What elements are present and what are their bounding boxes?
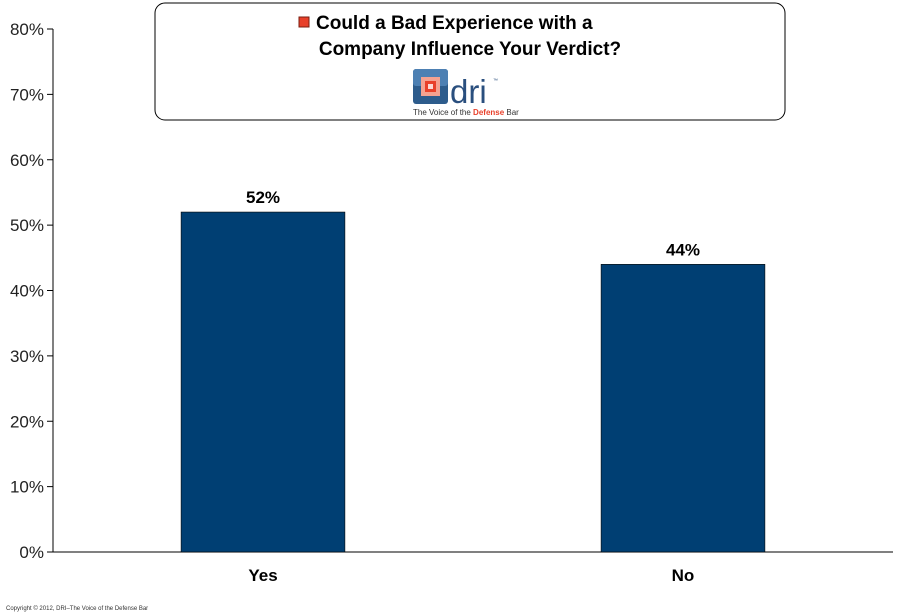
dri-logo: dri ™ The Voice of the Defense Bar (413, 69, 519, 117)
y-tick-label: 30% (10, 347, 44, 366)
bar-yes (180, 211, 346, 553)
y-ticks: 0% 10% 20% 30% 40% 50% 60% 70% 80% (10, 20, 53, 562)
bars (180, 211, 766, 553)
bar-no (600, 264, 766, 553)
data-labels: 52% 44% (246, 188, 700, 259)
y-tick-label: 70% (10, 85, 44, 104)
dri-logo-mark-icon (413, 69, 448, 104)
category-labels: Yes No (248, 566, 694, 585)
legend-marker (298, 16, 310, 28)
chart-title-line2: Company Influence Your Verdict? (319, 39, 621, 60)
data-label-yes: 52% (246, 188, 280, 207)
legend-frame (154, 2, 786, 121)
logo-tagline: The Voice of the Defense Bar (413, 108, 519, 117)
y-tick-label: 20% (10, 412, 44, 431)
category-label-no: No (672, 566, 695, 585)
copyright-text: Copyright © 2012, DRI–The Voice of the D… (6, 605, 148, 612)
chart-title-line1: Could a Bad Experience with a (316, 13, 593, 34)
y-tick-label: 0% (19, 543, 44, 562)
logo-trademark: ™ (493, 78, 498, 84)
data-label-no: 44% (666, 240, 700, 259)
y-tick-label: 10% (10, 478, 44, 497)
y-tick-label: 40% (10, 282, 44, 301)
category-label-yes: Yes (248, 566, 277, 585)
y-tick-label: 50% (10, 216, 44, 235)
y-tick-label: 80% (10, 20, 44, 39)
legend-box: Could a Bad Experience with a Company In… (154, 2, 786, 121)
logo-word: dri (450, 73, 487, 110)
y-tick-label: 60% (10, 151, 44, 170)
